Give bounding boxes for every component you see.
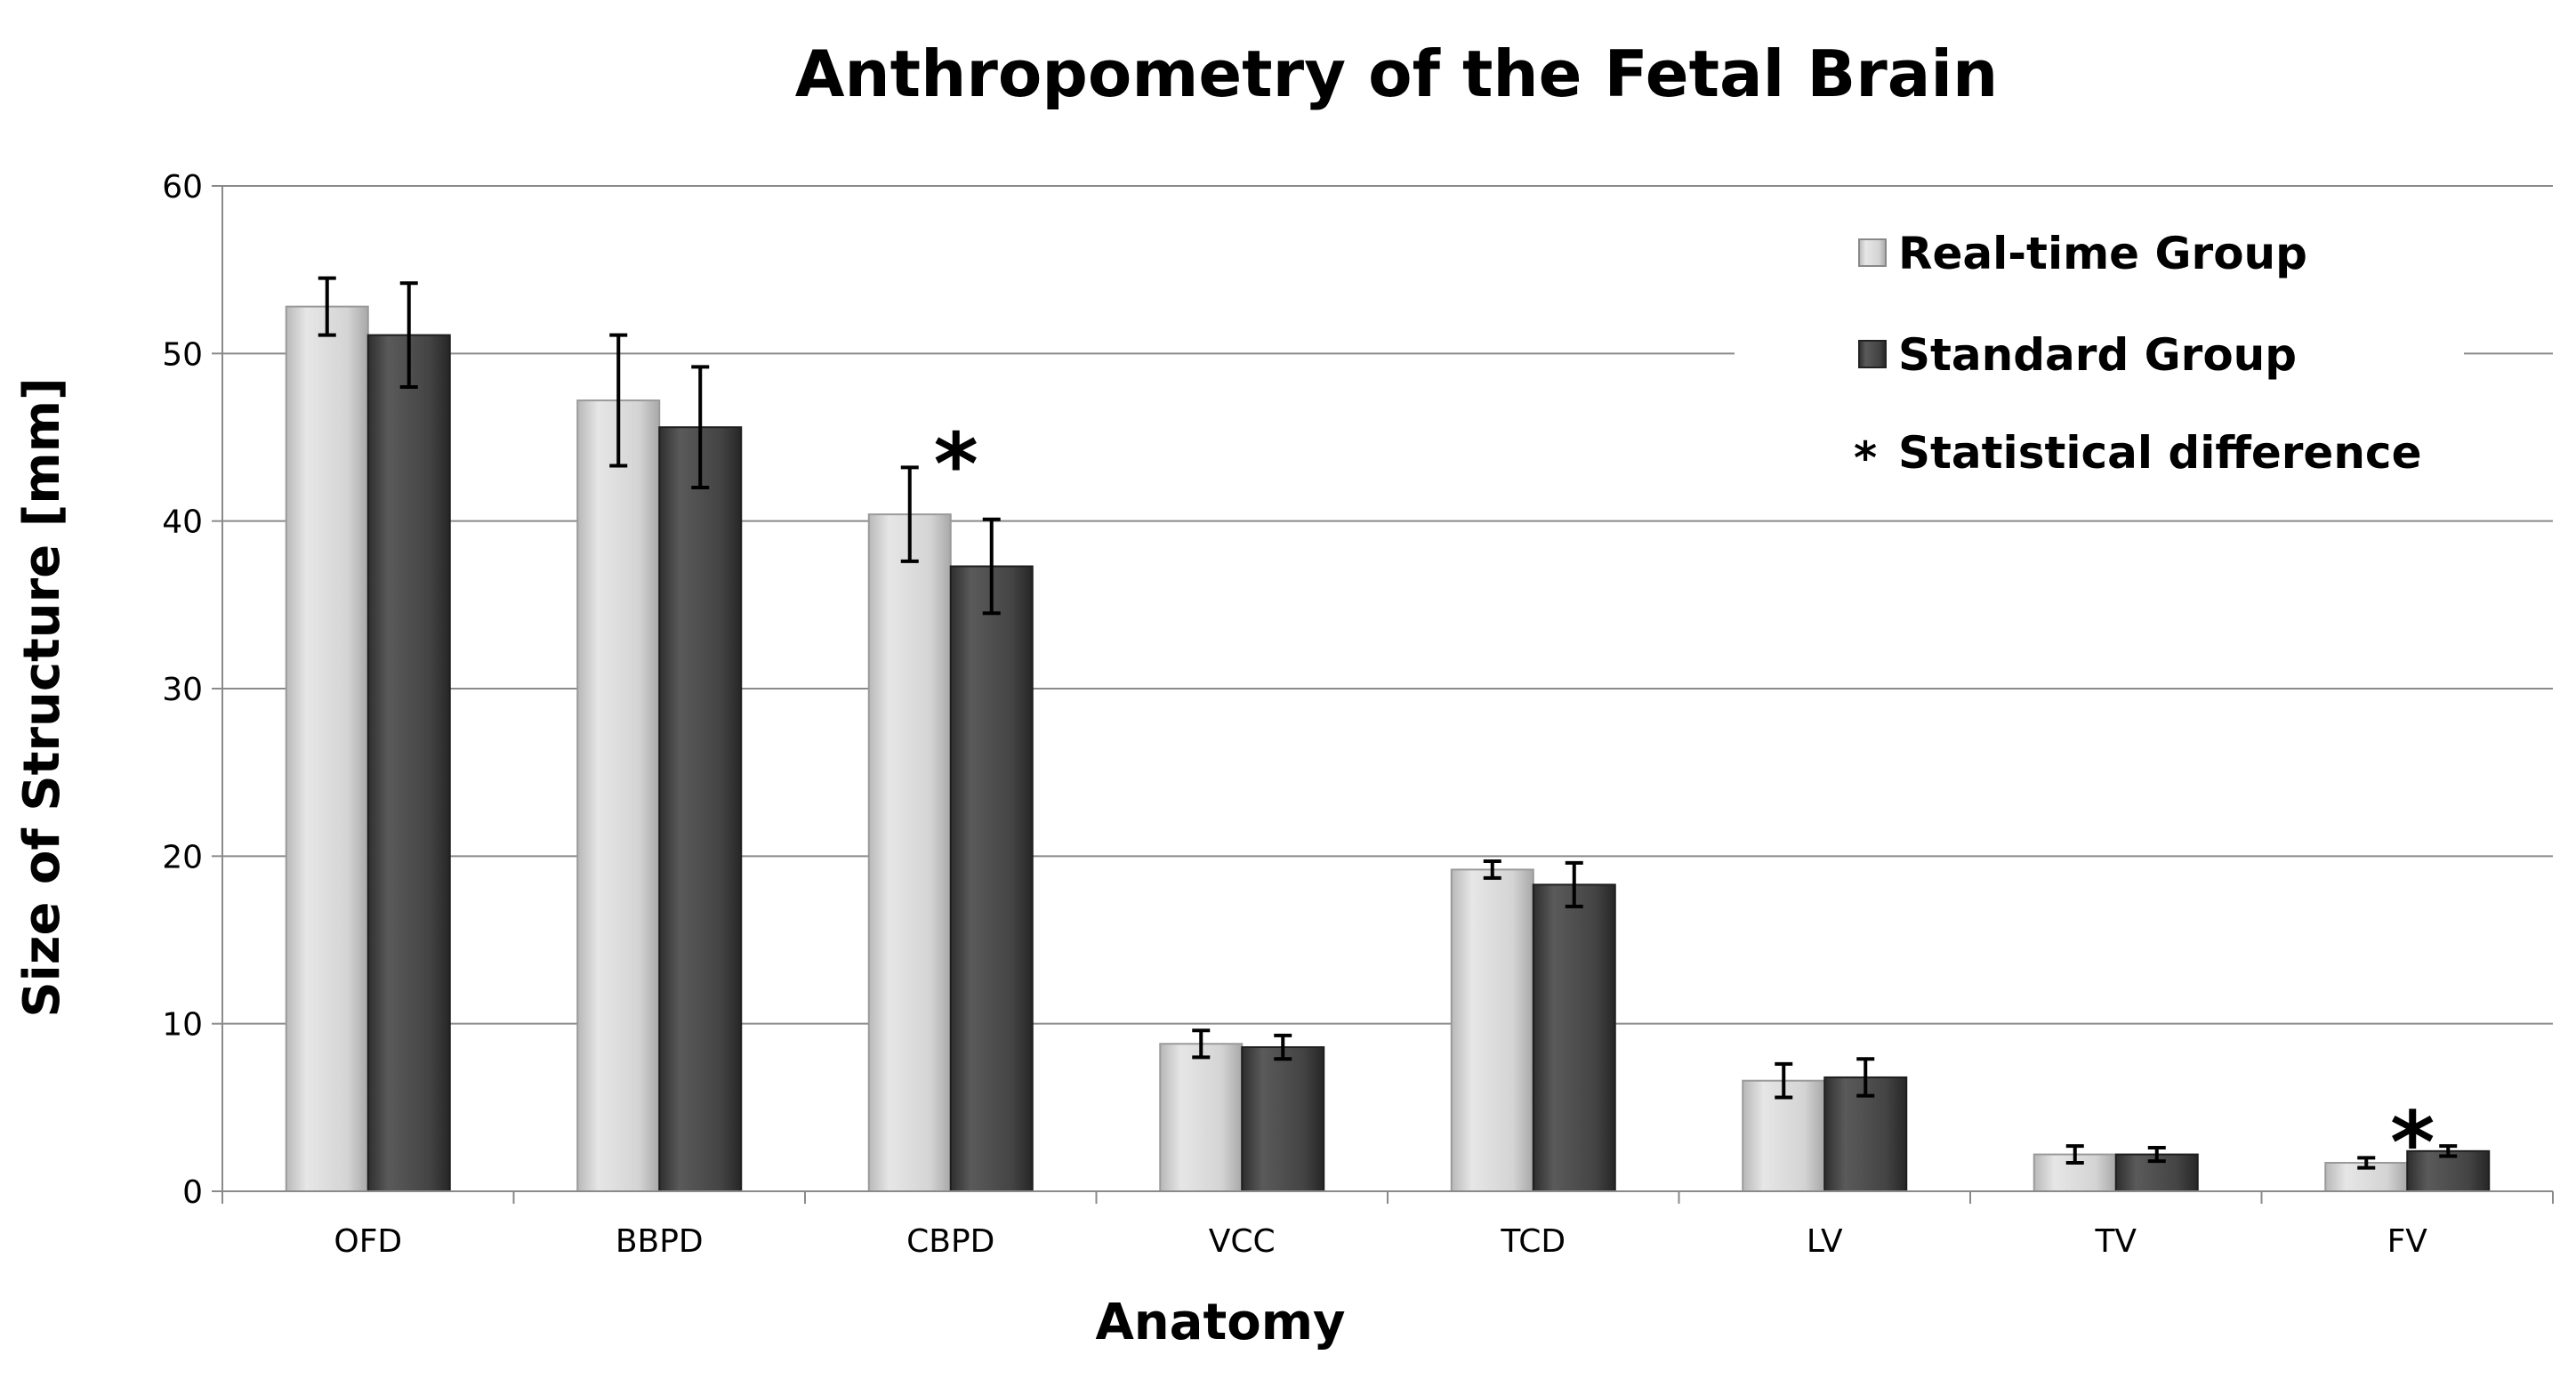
legend-swatch-standard	[1858, 340, 1887, 368]
error-bar-standard-group-tcd	[1565, 860, 1583, 908]
y-tick-label-10: 10	[162, 1007, 203, 1044]
bar-standard-group-cbpd	[949, 565, 1034, 1192]
x-tick-label-ofd: OFD	[334, 1223, 402, 1260]
legend-label-real-time: Real-time Group	[1898, 228, 2307, 279]
bar-real-time-group-bbpd	[576, 399, 661, 1193]
bar-real-time-group-cbpd	[867, 513, 952, 1192]
error-bar-standard-group-cbpd	[982, 517, 1001, 616]
bar-standard-group-lv	[1823, 1076, 1908, 1193]
error-bar-real-time-group-lv	[1775, 1061, 1793, 1100]
error-bar-real-time-group-vcc	[1192, 1028, 1211, 1060]
bar-standard-group-tcd	[1532, 883, 1616, 1192]
significance-star-fv: *	[2390, 1093, 2435, 1193]
x-axis-title: Anatomy	[1095, 1294, 1345, 1351]
legend-label-standard: Standard Group	[1898, 329, 2297, 381]
bar-real-time-group-vcc	[1159, 1043, 1244, 1193]
x-tick-label-fv: FV	[2387, 1223, 2428, 1260]
y-axis-ticks: 0 10 20 30 40 50 60	[162, 169, 222, 1211]
y-tick-label-60: 60	[162, 169, 203, 206]
significance-star-cbpd: *	[934, 415, 978, 514]
legend-background	[1735, 294, 2464, 489]
bar-real-time-group-tcd	[1450, 868, 1534, 1193]
legend-label-statistical-difference: Statistical difference	[1898, 427, 2421, 479]
error-bar-real-time-group-fv	[2357, 1156, 2376, 1170]
error-bar-standard-group-tv	[2147, 1146, 2166, 1164]
legend-star-symbol: *	[1854, 432, 1877, 484]
x-tick-label-cbpd: CBPD	[906, 1223, 994, 1260]
error-bar-standard-group-vcc	[1274, 1033, 1292, 1061]
legend-swatch-real-time	[1858, 238, 1887, 267]
x-tick-label-vcc: VCC	[1209, 1223, 1276, 1260]
error-bar-real-time-group-cbpd	[900, 465, 919, 563]
error-bar-real-time-group-tcd	[1483, 859, 1501, 880]
error-bar-real-time-group-tv	[2065, 1144, 2084, 1165]
error-bar-standard-group-lv	[1856, 1057, 1875, 1098]
error-bar-standard-group-fv	[2439, 1144, 2458, 1158]
y-tick-label-50: 50	[162, 336, 203, 373]
x-tick-label-lv: LV	[1807, 1223, 1843, 1260]
legend: Real-time Group Standard Group * Statist…	[1735, 228, 2464, 489]
error-bars	[318, 276, 2458, 1170]
y-tick-label-30: 30	[162, 672, 203, 708]
y-tick-label-20: 20	[162, 839, 203, 875]
x-tick-label-tv: TV	[2094, 1223, 2137, 1260]
bar-standard-group-bbpd	[658, 426, 743, 1192]
x-tick-label-bbpd: BBPD	[616, 1223, 704, 1260]
error-bar-standard-group-ofd	[399, 281, 418, 389]
bars	[285, 305, 2491, 1193]
bar-real-time-group-ofd	[285, 305, 369, 1193]
bar-standard-group-ofd	[366, 334, 451, 1193]
y-tick-label-40: 40	[162, 504, 203, 541]
x-tick-label-tcd: TCD	[1500, 1223, 1566, 1260]
y-axis-title: Size of Structure [mm]	[13, 377, 71, 1017]
chart-title: Anthropometry of the Fetal Brain	[795, 36, 1999, 111]
error-bar-real-time-group-bbpd	[609, 333, 628, 468]
y-tick-label-0: 0	[182, 1174, 203, 1211]
x-axis: OFD BBPD CBPD VCC TCD LV TV FV	[221, 186, 2554, 1260]
bar-standard-group-vcc	[1241, 1046, 1325, 1192]
error-bar-standard-group-bbpd	[691, 365, 710, 489]
significance-markers: **	[934, 415, 2435, 1193]
error-bar-real-time-group-ofd	[318, 276, 336, 337]
